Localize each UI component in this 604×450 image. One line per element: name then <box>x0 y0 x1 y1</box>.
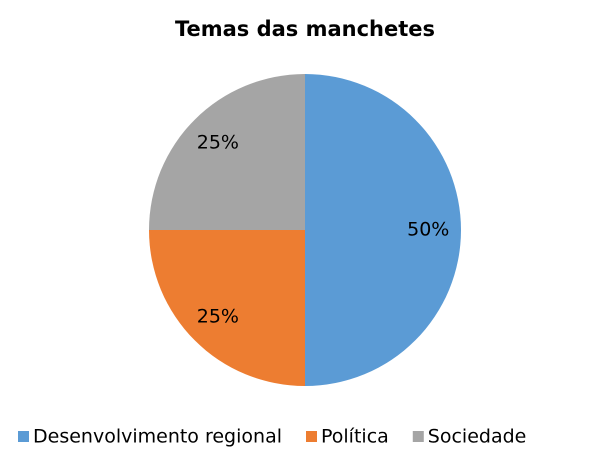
data-label: 50% <box>407 219 449 241</box>
legend-swatch <box>412 431 424 442</box>
data-label: 25% <box>197 131 239 153</box>
pie-slice <box>305 74 461 386</box>
legend-label: Sociedade <box>428 426 527 448</box>
chart-title: Temas das manchetes <box>175 17 435 41</box>
legend-swatch <box>306 431 317 442</box>
legend-label: Desenvolvimento regional <box>33 426 282 448</box>
data-label: 25% <box>197 306 239 328</box>
pie-slice <box>149 74 305 230</box>
pie-slice <box>149 230 305 386</box>
legend-swatch <box>18 431 29 442</box>
legend-label: Política <box>321 426 389 448</box>
